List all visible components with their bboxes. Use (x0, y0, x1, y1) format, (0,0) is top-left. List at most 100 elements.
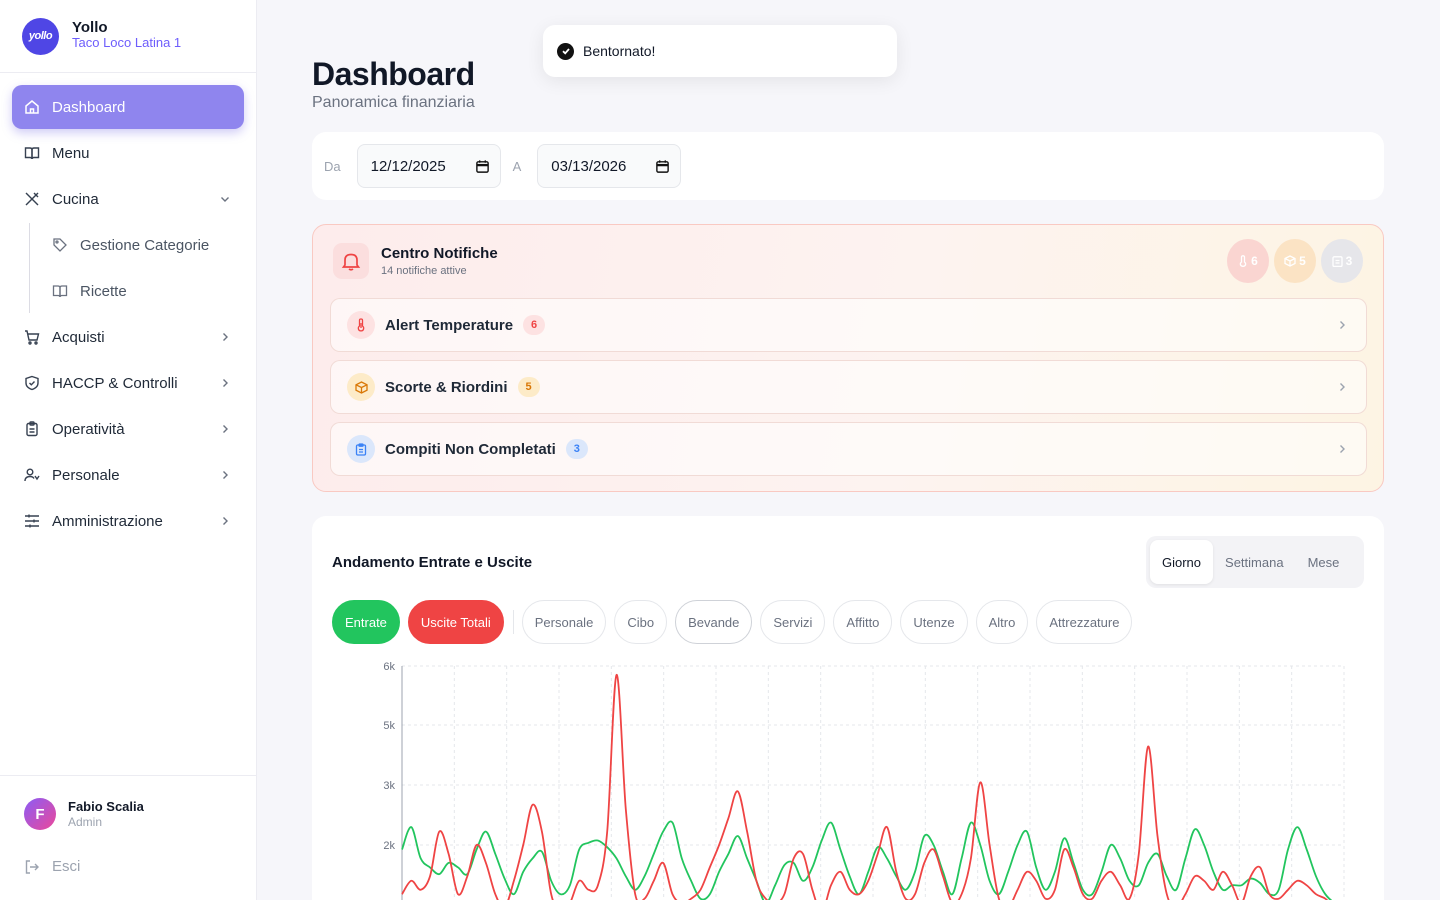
sidebar-item-acquisti[interactable]: Acquisti (12, 315, 244, 359)
line-chart: 6k 5k 3k 2k (383, 661, 1345, 900)
row-label: Scorte & Riordini (385, 378, 508, 396)
user-profile[interactable]: F Fabio Scalia Admin (0, 776, 256, 830)
main-content: Bentornato! Dashboard Panoramica finanzi… (257, 0, 1440, 900)
calendar-icon[interactable] (655, 159, 670, 174)
chevron-right-icon (1340, 383, 1345, 391)
filter-altro-chip[interactable]: Altro (975, 600, 1029, 644)
filter-bevande-chip[interactable]: Bevande (675, 600, 753, 644)
period-month-tab[interactable]: Mese (1307, 554, 1340, 570)
chevron-right-icon (223, 333, 228, 341)
series-line-uscite[interactable] (401, 673, 1344, 900)
sidebar-item-label: HACCP & Controlli (52, 374, 178, 392)
user-section: F Fabio Scalia Admin Esci (0, 775, 256, 900)
pill-count: 3 (1345, 254, 1353, 268)
logout-icon (25, 859, 39, 874)
row-label: Alert Temperature (385, 316, 514, 334)
row-badge: 3 (565, 439, 588, 459)
clipboard-icon (347, 435, 375, 463)
filter-entrate-chip[interactable]: Entrate (332, 600, 400, 644)
brand-logo[interactable]: yollo (22, 17, 59, 55)
filter-uscite-chip[interactable]: Uscite Totali (407, 600, 504, 644)
row-badge: 6 (523, 315, 546, 335)
cucina-submenu: Gestione Categorie Ricette (29, 223, 244, 313)
sidebar-item-label: Dashboard (52, 98, 126, 116)
sidebar-item-menu[interactable]: Menu (12, 131, 244, 175)
sidebar-item-label: Ricette (80, 282, 127, 300)
thermometer-icon (1239, 255, 1247, 267)
toast-notification: Bentornato! (543, 25, 897, 77)
sidebar-item-dashboard[interactable]: Dashboard (12, 85, 244, 129)
sliders-icon (24, 513, 40, 529)
stock-summary-pill[interactable]: 5 (1274, 239, 1316, 283)
sidebar-item-gestione-categorie[interactable]: Gestione Categorie (30, 223, 244, 267)
sidebar-item-ricette[interactable]: Ricette (30, 269, 244, 313)
box-icon (347, 373, 375, 401)
income-expense-chart-card: Andamento Entrate e Uscite Giorno Settim… (312, 516, 1384, 900)
filter-attrezzature-chip[interactable]: Attrezzature (1036, 600, 1133, 644)
page-title: Dashboard (312, 56, 475, 92)
clipboard-icon (24, 421, 40, 437)
users-icon (24, 467, 40, 483)
date-to-label: A (512, 158, 522, 174)
filter-cibo-chip[interactable]: Cibo (614, 600, 668, 644)
date-from-input[interactable]: 12/12/2025 (356, 144, 501, 188)
notification-row-tasks[interactable]: Compiti Non Completati 3 (330, 422, 1367, 476)
sidebar-item-operativita[interactable]: Operatività (12, 407, 244, 451)
notification-row-stock[interactable]: Scorte & Riordini 5 (330, 360, 1367, 414)
sidebar-item-personale[interactable]: Personale (12, 453, 244, 497)
date-to-input[interactable]: 03/13/2026 (537, 144, 682, 188)
filter-utenze-chip[interactable]: Utenze (900, 600, 968, 644)
series-line-entrate[interactable] (401, 820, 1344, 900)
book-open-icon (52, 283, 68, 299)
chevron-down-icon (221, 197, 229, 202)
tasks-summary-pill[interactable]: 3 (1321, 239, 1363, 283)
notification-center: Centro Notifiche 14 notifiche attive 6 5… (312, 224, 1384, 492)
sidebar-item-cucina[interactable]: Cucina (12, 177, 244, 221)
chevron-right-icon (1340, 321, 1345, 329)
filter-affitto-chip[interactable]: Affitto (833, 600, 893, 644)
page-subtitle: Panoramica finanziaria (312, 94, 475, 111)
date-from-value: 12/12/2025 (370, 157, 446, 175)
clipboard-icon (1332, 256, 1343, 267)
y-tick-label: 6k (383, 661, 395, 673)
period-day-tab[interactable]: Giorno (1150, 540, 1214, 584)
chevron-right-icon (1340, 445, 1345, 453)
chevron-right-icon (223, 425, 228, 433)
chart-filters: Entrate Uscite Totali Personale Cibo Bev… (332, 600, 1140, 644)
sidebar-item-label: Menu (52, 144, 90, 162)
location-name[interactable]: Taco Loco Latina 1 (72, 34, 182, 50)
thermometer-icon (347, 311, 375, 339)
shield-icon (24, 375, 40, 391)
sidebar-item-amministrazione[interactable]: Amministrazione (12, 499, 244, 543)
sidebar-item-label: Cucina (52, 190, 99, 208)
period-week-tab[interactable]: Settimana (1225, 554, 1284, 570)
filter-divider (512, 610, 514, 634)
sidebar-item-label: Amministrazione (52, 512, 163, 530)
logout-button[interactable]: Esci (0, 830, 256, 875)
home-icon (24, 99, 40, 115)
filter-servizi-chip[interactable]: Servizi (760, 600, 826, 644)
sidebar-item-haccp[interactable]: HACCP & Controlli (12, 361, 244, 405)
book-icon (24, 145, 40, 161)
notification-summary: 6 5 3 (1227, 239, 1363, 283)
chart-title: Andamento Entrate e Uscite (332, 554, 533, 571)
cart-icon (24, 329, 40, 345)
calendar-icon[interactable] (475, 159, 490, 174)
row-label: Compiti Non Completati (385, 440, 556, 458)
notification-row-temperature[interactable]: Alert Temperature 6 (330, 298, 1367, 352)
sidebar-item-label: Personale (52, 466, 120, 484)
chevron-right-icon (223, 517, 228, 525)
avatar: F (24, 798, 56, 830)
y-tick-label: 3k (383, 780, 395, 792)
tag-icon (52, 237, 68, 253)
user-role: Admin (68, 814, 103, 829)
filter-personale-chip[interactable]: Personale (521, 600, 607, 644)
utensils-icon (24, 191, 40, 207)
temperature-summary-pill[interactable]: 6 (1227, 239, 1269, 283)
toast-message: Bentornato! (583, 43, 656, 59)
brand-header: yollo Yollo Taco Loco Latina 1 (0, 0, 256, 73)
box-icon (1284, 255, 1296, 267)
check-circle-icon (557, 42, 574, 60)
sidebar-item-label: Operatività (52, 420, 125, 438)
y-tick-label: 5k (383, 720, 395, 732)
